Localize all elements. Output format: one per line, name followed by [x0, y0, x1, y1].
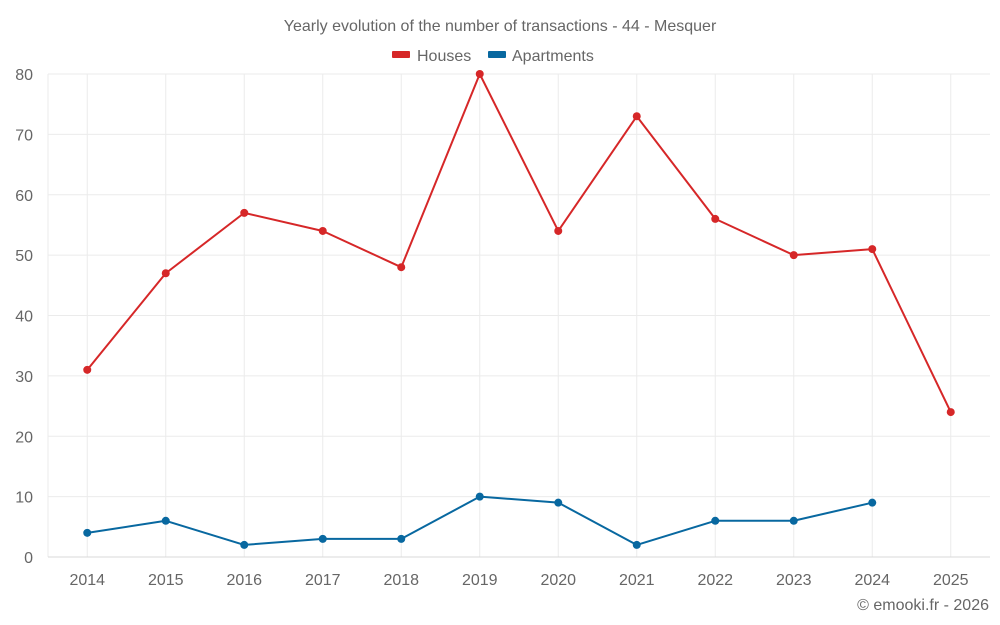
legend-item-houses[interactable]: Houses	[392, 48, 471, 65]
data-point-houses[interactable]	[946, 408, 955, 417]
y-tick-label: 30	[15, 369, 33, 386]
x-tick-label: 2018	[383, 572, 419, 589]
data-point-apartments[interactable]	[318, 534, 327, 543]
data-point-apartments[interactable]	[240, 540, 249, 549]
y-tick-label: 50	[15, 248, 33, 265]
legend-item-apartments[interactable]: Apartments	[488, 48, 594, 65]
data-point-apartments[interactable]	[397, 534, 406, 543]
legend: Houses Apartments	[392, 48, 594, 65]
y-tick-label: 10	[15, 490, 33, 507]
x-tick-label: 2017	[305, 572, 341, 589]
data-point-houses[interactable]	[554, 226, 563, 235]
x-tick-label: 2024	[854, 572, 890, 589]
data-point-houses[interactable]	[83, 365, 92, 374]
data-point-apartments[interactable]	[83, 528, 92, 537]
legend-label: Houses	[417, 48, 471, 65]
data-point-houses[interactable]	[711, 214, 720, 223]
data-point-houses[interactable]	[318, 226, 327, 235]
chart-title: Yearly evolution of the number of transa…	[284, 18, 717, 35]
data-point-apartments[interactable]	[554, 498, 563, 507]
legend-swatch	[488, 51, 506, 58]
data-point-houses[interactable]	[161, 269, 170, 278]
y-tick-label: 80	[15, 67, 33, 84]
y-tick-label: 60	[15, 188, 33, 205]
series-apartments	[83, 492, 877, 549]
credit-text: © emooki.fr - 2026	[857, 597, 989, 614]
data-point-apartments[interactable]	[161, 516, 170, 525]
x-tick-label: 2022	[697, 572, 733, 589]
y-axis: 0 10 20 30 40 50 60 70 80	[15, 67, 33, 567]
data-point-apartments[interactable]	[475, 492, 484, 501]
x-tick-label: 2019	[462, 572, 498, 589]
x-tick-label: 2016	[226, 572, 262, 589]
x-tick-label: 2021	[619, 572, 655, 589]
y-tick-label: 0	[24, 550, 33, 567]
series-houses	[83, 70, 955, 417]
x-tick-label: 2023	[776, 572, 812, 589]
series-group	[83, 70, 955, 549]
y-tick-label: 20	[15, 429, 33, 446]
series-line-houses	[86, 73, 952, 413]
x-tick-label: 2025	[933, 572, 969, 589]
data-point-houses[interactable]	[632, 112, 641, 121]
data-point-apartments[interactable]	[711, 516, 720, 525]
grid	[47, 73, 990, 558]
x-axis: 2014 2015 2016 2017 2018 2019 2020 2021 2022 2023…	[69, 572, 968, 589]
data-point-houses[interactable]	[240, 208, 249, 217]
x-tick-label: 2014	[69, 572, 105, 589]
legend-swatch	[392, 51, 410, 58]
data-point-apartments[interactable]	[632, 540, 641, 549]
legend-label: Apartments	[512, 48, 594, 65]
y-tick-label: 40	[15, 309, 33, 326]
data-point-apartments[interactable]	[868, 498, 877, 507]
data-point-houses[interactable]	[475, 70, 484, 78]
x-tick-label: 2020	[540, 572, 576, 589]
data-point-houses[interactable]	[868, 245, 877, 254]
data-point-houses[interactable]	[397, 263, 406, 272]
data-point-apartments[interactable]	[789, 516, 798, 525]
y-tick-label: 70	[15, 127, 33, 144]
x-tick-label: 2015	[148, 572, 184, 589]
data-point-houses[interactable]	[789, 251, 798, 260]
